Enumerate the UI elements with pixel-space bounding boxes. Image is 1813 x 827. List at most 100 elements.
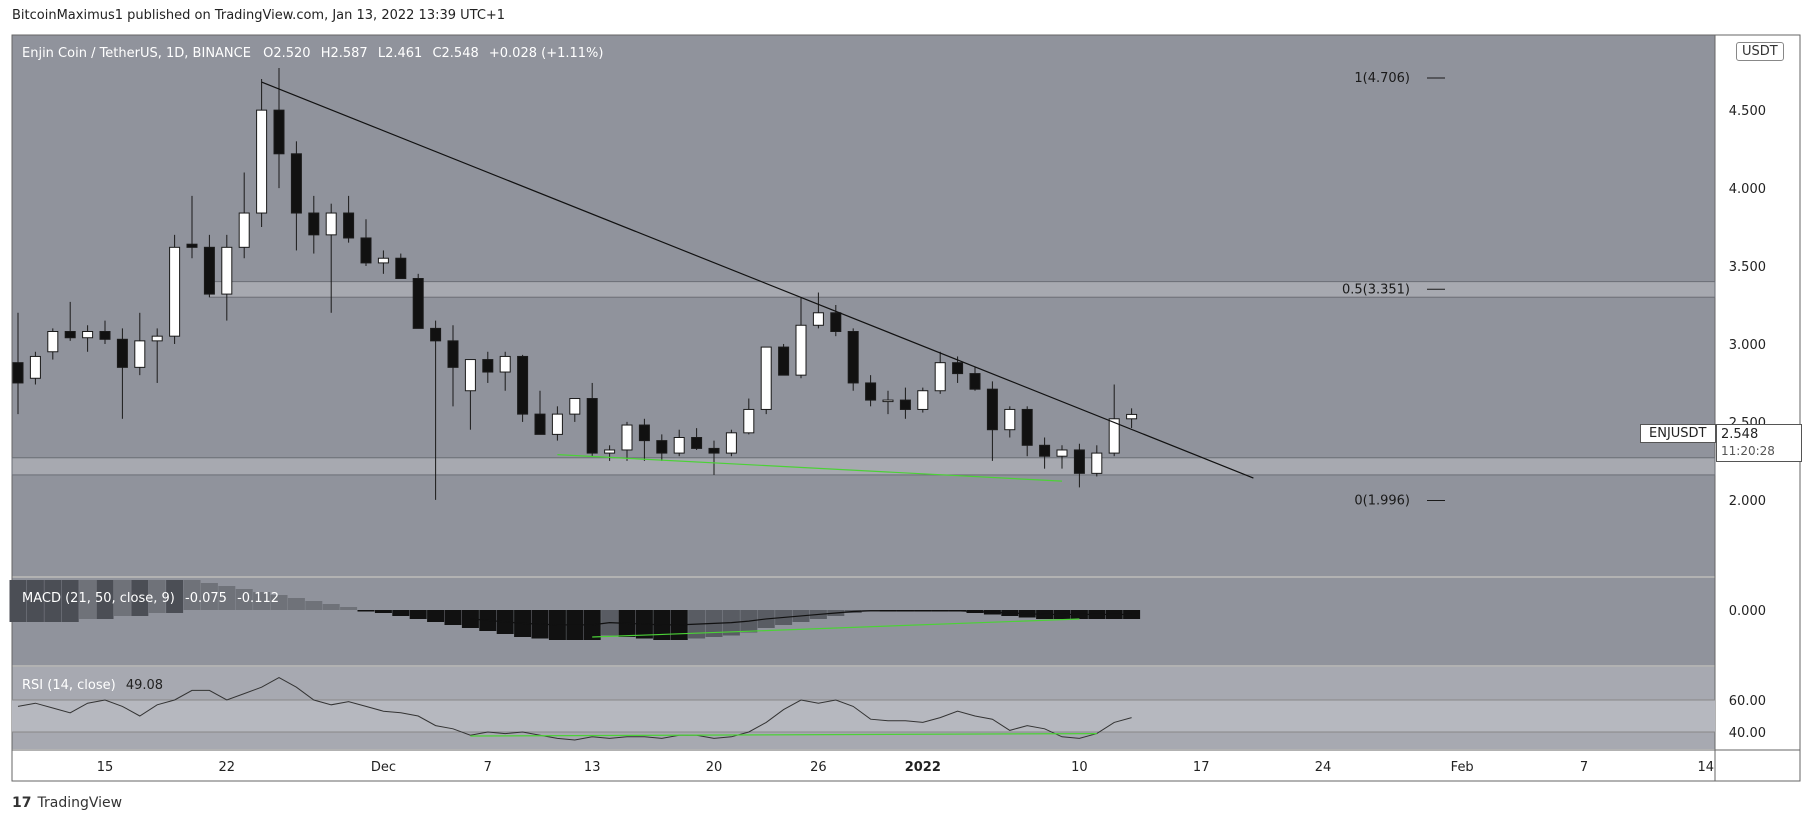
candle-body	[778, 346, 790, 376]
symbol-label: Enjin Coin / TetherUS, 1D, BINANCE	[22, 46, 251, 61]
candle-body	[169, 246, 181, 337]
candle-body	[986, 388, 998, 431]
main-legend: Enjin Coin / TetherUS, 1D, BINANCE O2.52…	[22, 46, 603, 61]
macd-value-1: -0.075	[185, 591, 227, 606]
candle-body	[447, 340, 459, 368]
macd-histogram-bar	[357, 610, 375, 612]
candle-body	[499, 355, 511, 373]
candle-body	[604, 449, 616, 454]
candle-body	[464, 359, 476, 392]
candle-body	[151, 335, 163, 342]
resistance-zone	[208, 281, 1716, 298]
candle-body	[1108, 418, 1120, 454]
time-axis-tick-label: Feb	[1451, 760, 1474, 775]
price-axis-tick-label: 3.000	[1729, 338, 1766, 353]
time-axis-tick-label: 15	[97, 760, 114, 775]
low-value: 2.461	[385, 46, 423, 61]
macd-histogram-bar	[79, 580, 97, 619]
macd-axis-tick-label: 0.000	[1729, 604, 1766, 619]
support-zone	[11, 457, 1716, 476]
main-panel-bg	[12, 35, 1715, 576]
candle-body	[186, 243, 198, 248]
candle-body	[1004, 408, 1016, 431]
candle-body	[1091, 452, 1103, 474]
macd-histogram-bar	[200, 583, 218, 610]
candle-body	[865, 382, 877, 401]
candle-body	[308, 212, 320, 236]
macd-histogram-bar	[287, 598, 305, 610]
price-tag-symbol-text: ENJUSDT	[1649, 426, 1707, 441]
candle-body	[830, 312, 842, 333]
high-label: H	[320, 46, 331, 61]
time-axis-tick-label: 24	[1315, 760, 1332, 775]
low-label: L	[377, 46, 386, 61]
candle-body	[812, 312, 824, 326]
rsi-axis-tick-label: 40.00	[1729, 726, 1766, 741]
candle-body	[203, 246, 215, 295]
candle-body	[638, 424, 650, 442]
open-value: 2.520	[273, 46, 311, 61]
footer-brand-text: TradingView	[37, 795, 123, 811]
price-axis-tick-label: 4.500	[1729, 104, 1766, 119]
macd-legend: MACD (21, 50, close, 9) -0.075 -0.112	[22, 591, 279, 606]
macd-histogram-bar	[148, 580, 166, 613]
macd-histogram-bar	[374, 610, 392, 613]
tradingview-logo-icon: 17	[12, 795, 32, 811]
time-axis-bg	[12, 751, 1800, 781]
price-axis-bg	[1715, 35, 1800, 749]
macd-histogram-bar	[305, 601, 323, 610]
fib-level-label: 1(4.706)	[1354, 71, 1410, 86]
macd-histogram-bar	[218, 586, 236, 610]
macd-histogram-bar	[253, 592, 271, 610]
macd-histogram-bar	[26, 580, 44, 622]
candle-body	[64, 331, 76, 339]
macd-histogram-bar	[61, 580, 79, 622]
candle-body	[343, 212, 355, 239]
chart-frame	[11, 34, 1801, 782]
macd-histogram-bar	[322, 604, 340, 610]
candle-body	[708, 447, 720, 454]
rsi-support-trendline	[470, 732, 1097, 737]
publisher-header: BitcoinMaximus1 published on TradingView…	[12, 8, 506, 23]
time-axis-tick-label: 7	[484, 760, 492, 775]
rsi-value: 49.08	[125, 678, 164, 693]
time-axis-tick-label: Dec	[371, 760, 396, 775]
candle-body	[899, 399, 911, 410]
candle-body	[795, 324, 807, 376]
currency-badge[interactable]: USDT	[1736, 42, 1784, 61]
close-label: C	[432, 46, 442, 61]
footer-brand: 17 TradingView	[12, 795, 122, 811]
macd-histogram-bar	[44, 580, 62, 622]
time-axis-tick-label: 26	[810, 760, 827, 775]
macd-label: MACD (21, 50, close, 9)	[22, 591, 175, 606]
candle-body	[116, 338, 128, 368]
candle-body	[1039, 444, 1051, 457]
candle-body	[273, 109, 285, 155]
candle-body	[482, 359, 494, 373]
candle-body	[691, 437, 703, 449]
candle-body	[673, 437, 685, 454]
open-label: O	[263, 46, 274, 61]
currency-badge-label: USDT	[1742, 44, 1778, 59]
macd-histogram-bar	[427, 610, 445, 622]
price-axis-tick-label: 3.500	[1729, 260, 1766, 275]
rsi-legend: RSI (14, close) 49.08	[22, 678, 163, 693]
macd-histogram-bar	[444, 610, 462, 625]
macd-histogram-bar	[270, 595, 288, 610]
close-value: 2.548	[441, 46, 479, 61]
candle-body	[325, 212, 337, 236]
macd-histogram-bar	[183, 580, 201, 610]
price-axis-tick-label: 2.000	[1729, 494, 1766, 509]
candle-body	[917, 390, 929, 410]
candle-body	[569, 398, 581, 415]
price-tag-value: 2.548	[1721, 427, 1759, 442]
price-tag-countdown: 11:20:28	[1721, 444, 1775, 458]
candle-body	[517, 355, 529, 415]
rsi-axis-tick-label: 60.00	[1729, 694, 1766, 709]
rsi-label: RSI (14, close)	[22, 678, 116, 693]
candle-body	[969, 373, 981, 390]
candle-body	[551, 413, 563, 435]
candle-body	[725, 432, 737, 454]
macd-histogram-bar	[235, 589, 253, 610]
